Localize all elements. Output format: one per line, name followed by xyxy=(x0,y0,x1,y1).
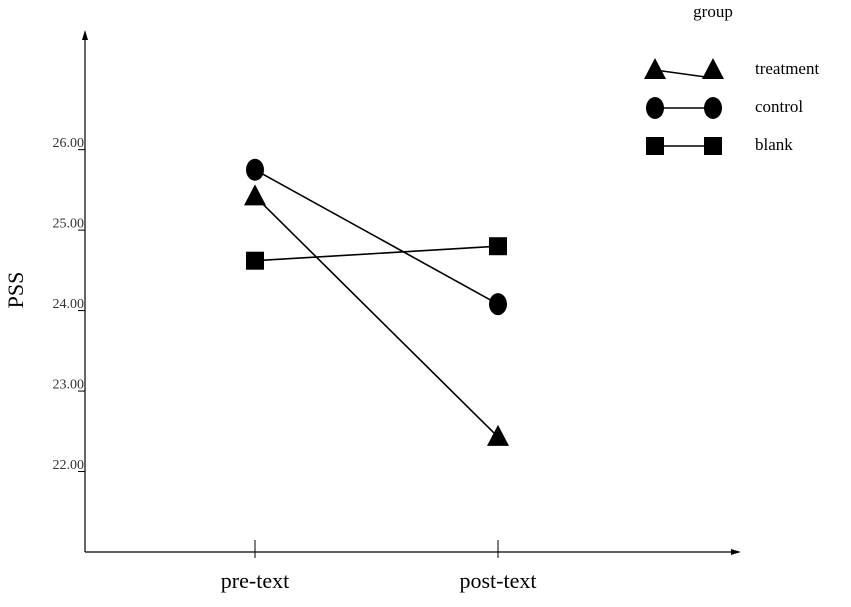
point-marker xyxy=(489,293,507,316)
legend-label: blank xyxy=(755,135,793,154)
point-marker xyxy=(489,237,507,256)
y-tick-label: 22.00 xyxy=(53,458,85,473)
x-tick-label: post-text xyxy=(460,568,537,593)
legend-marker xyxy=(704,137,722,155)
legend-marker xyxy=(702,58,724,79)
y-axis-arrow xyxy=(82,30,88,40)
y-tick-label: 26.00 xyxy=(53,136,85,151)
legend-marker xyxy=(644,58,666,79)
y-tick-label: 25.00 xyxy=(53,216,85,231)
series-line xyxy=(254,169,499,305)
legend-marker xyxy=(646,137,664,155)
x-tick-label: pre-text xyxy=(221,568,289,593)
legend-label: control xyxy=(755,97,803,116)
legend-marker xyxy=(646,97,664,119)
y-axis-label: PSS xyxy=(3,272,28,309)
point-marker xyxy=(487,424,509,446)
point-marker xyxy=(246,158,264,181)
legend-marker xyxy=(704,97,722,119)
legend-title: group xyxy=(693,2,733,21)
y-tick-label: 24.00 xyxy=(53,297,85,312)
x-axis-arrow xyxy=(731,549,741,555)
y-tick-label: 23.00 xyxy=(53,377,85,392)
legend-label: treatment xyxy=(755,59,819,78)
point-marker xyxy=(246,251,264,270)
point-marker xyxy=(244,184,266,206)
series-line xyxy=(254,245,499,262)
series-line xyxy=(254,195,499,438)
